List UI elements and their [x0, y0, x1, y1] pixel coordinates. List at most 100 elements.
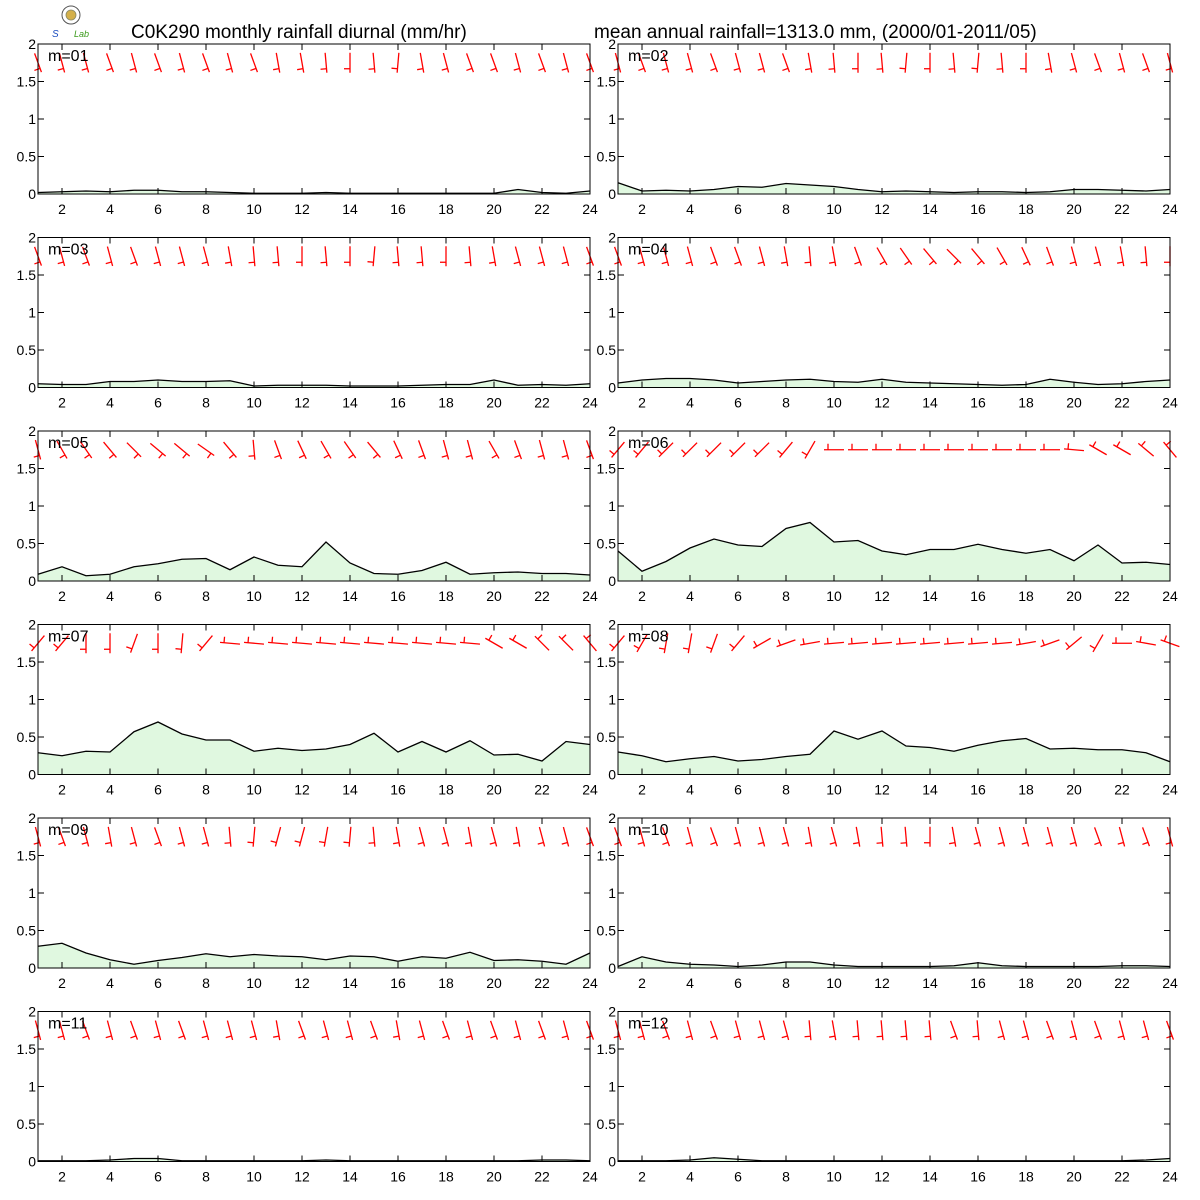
wind-barb-flag	[970, 637, 973, 644]
wind-barb	[852, 52, 859, 73]
panel-label: m=04	[628, 242, 669, 259]
wind-barb-flag	[320, 68, 327, 70]
panel-5: 00.511.522 4 6 8 10 12 14 16 18 20 22 24m=05	[17, 423, 598, 604]
wind-barb-staff	[178, 52, 186, 73]
wind-barb-staff	[1119, 246, 1125, 267]
y-tick-label: 0.5	[597, 149, 617, 165]
wind-barb-staff	[372, 246, 376, 267]
wind-barb-flag	[973, 841, 980, 845]
x-tick-label: 14	[922, 395, 938, 411]
wind-barb	[177, 52, 186, 73]
wind-barb-staff	[420, 246, 424, 267]
wind-barb	[876, 826, 884, 847]
wind-barb-staff	[252, 439, 256, 460]
wind-barb	[369, 1020, 379, 1040]
wind-barb-staff	[534, 635, 550, 651]
wind-barb-staff	[267, 641, 289, 645]
title-right: mean annual rainfall=1313.0 mm, (2000/01…	[594, 22, 1037, 43]
wind-barb-staff	[855, 826, 861, 847]
wind-barb	[972, 1020, 980, 1041]
y-tick-label: 1.5	[597, 848, 617, 864]
wind-barb-flag	[489, 841, 496, 845]
wind-barb	[1117, 52, 1126, 73]
wind-barb-staff	[396, 52, 400, 73]
wind-barb-staff	[514, 1020, 522, 1041]
wind-barb	[1021, 1020, 1030, 1041]
y-tick-label: 1.5	[597, 74, 617, 90]
wind-barb	[201, 53, 211, 73]
rain-area	[618, 956, 1170, 968]
wind-barb	[149, 442, 167, 459]
wind-barb	[757, 52, 766, 73]
wind-barb	[561, 52, 570, 73]
y-tick-label: 2	[28, 36, 36, 52]
rain-area	[38, 380, 590, 388]
wind-barb	[1141, 827, 1151, 847]
wind-barb-staff	[1000, 52, 1004, 73]
wind-barb-flag	[513, 1035, 520, 1039]
x-tick-label: 8	[202, 395, 210, 411]
wind-barb	[297, 52, 305, 73]
wind-barb-staff	[275, 1020, 281, 1041]
y-tick-label: 1	[28, 305, 36, 321]
x-tick-label: 6	[154, 201, 162, 217]
wind-barb	[781, 826, 790, 847]
wind-barb	[1117, 826, 1126, 847]
wind-barb-staff	[199, 635, 213, 652]
x-tick-label: 22	[1114, 395, 1130, 411]
wind-barb-staff	[758, 1020, 766, 1041]
wind-barb	[757, 1020, 766, 1041]
x-tick-label: 4	[106, 588, 114, 604]
wind-barb	[829, 826, 838, 847]
wind-barb	[224, 826, 232, 847]
wind-barb-flag	[391, 636, 394, 643]
wind-barb-staff	[201, 53, 211, 73]
x-tick-label: 4	[106, 1169, 114, 1185]
wind-barb-staff	[58, 246, 66, 267]
wind-barb-staff	[538, 246, 546, 267]
wind-barb-flag	[59, 454, 66, 459]
wind-barb-staff	[442, 52, 450, 73]
y-tick-label: 1	[28, 498, 36, 514]
wind-barb	[946, 248, 962, 266]
wind-barb-flag	[105, 261, 112, 265]
wind-barb-flag	[538, 1035, 545, 1039]
wind-barb-staff	[1142, 1020, 1150, 1041]
wind-barb-flag	[298, 454, 305, 459]
wind-barb	[247, 826, 256, 847]
wind-barb-flag	[105, 842, 112, 845]
wind-barb	[828, 52, 836, 73]
wind-barb	[781, 246, 789, 267]
x-tick-label: 24	[582, 201, 598, 217]
wind-barb	[153, 1020, 162, 1041]
wind-barb-staff	[275, 52, 281, 73]
wind-barb	[291, 636, 313, 645]
wind-barb-flag	[367, 636, 370, 643]
wind-barb-flag	[368, 842, 375, 844]
wind-barb-flag	[705, 449, 711, 455]
y-tick-label: 0.5	[17, 342, 37, 358]
x-tick-label: 12	[294, 588, 310, 604]
wind-barb-staff	[682, 442, 698, 458]
wind-barb-flag	[854, 261, 861, 265]
wind-barb	[971, 52, 980, 73]
wind-barb-staff	[178, 246, 186, 267]
y-tick-label: 0.5	[597, 923, 617, 939]
x-tick-label: 20	[486, 588, 502, 604]
wind-barb	[339, 636, 361, 645]
wind-barb-staff	[465, 53, 475, 73]
rain-area	[618, 378, 1170, 388]
x-tick-label: 4	[686, 201, 694, 217]
wind-barb-staff	[733, 246, 743, 266]
x-tick-label: 2	[58, 395, 66, 411]
wind-barb-staff	[466, 439, 474, 460]
wind-barb-flag	[34, 261, 41, 265]
wind-barb-staff	[943, 641, 965, 645]
wind-barb-staff	[800, 640, 820, 646]
wind-barb	[852, 1020, 860, 1041]
wind-barb	[537, 53, 547, 73]
wind-barb	[296, 246, 303, 267]
panel-6: 00.511.522 4 6 8 10 12 14 16 18 20 22 24m=06	[597, 423, 1178, 604]
wind-barb	[57, 52, 66, 73]
wind-barb-flag	[391, 67, 398, 70]
